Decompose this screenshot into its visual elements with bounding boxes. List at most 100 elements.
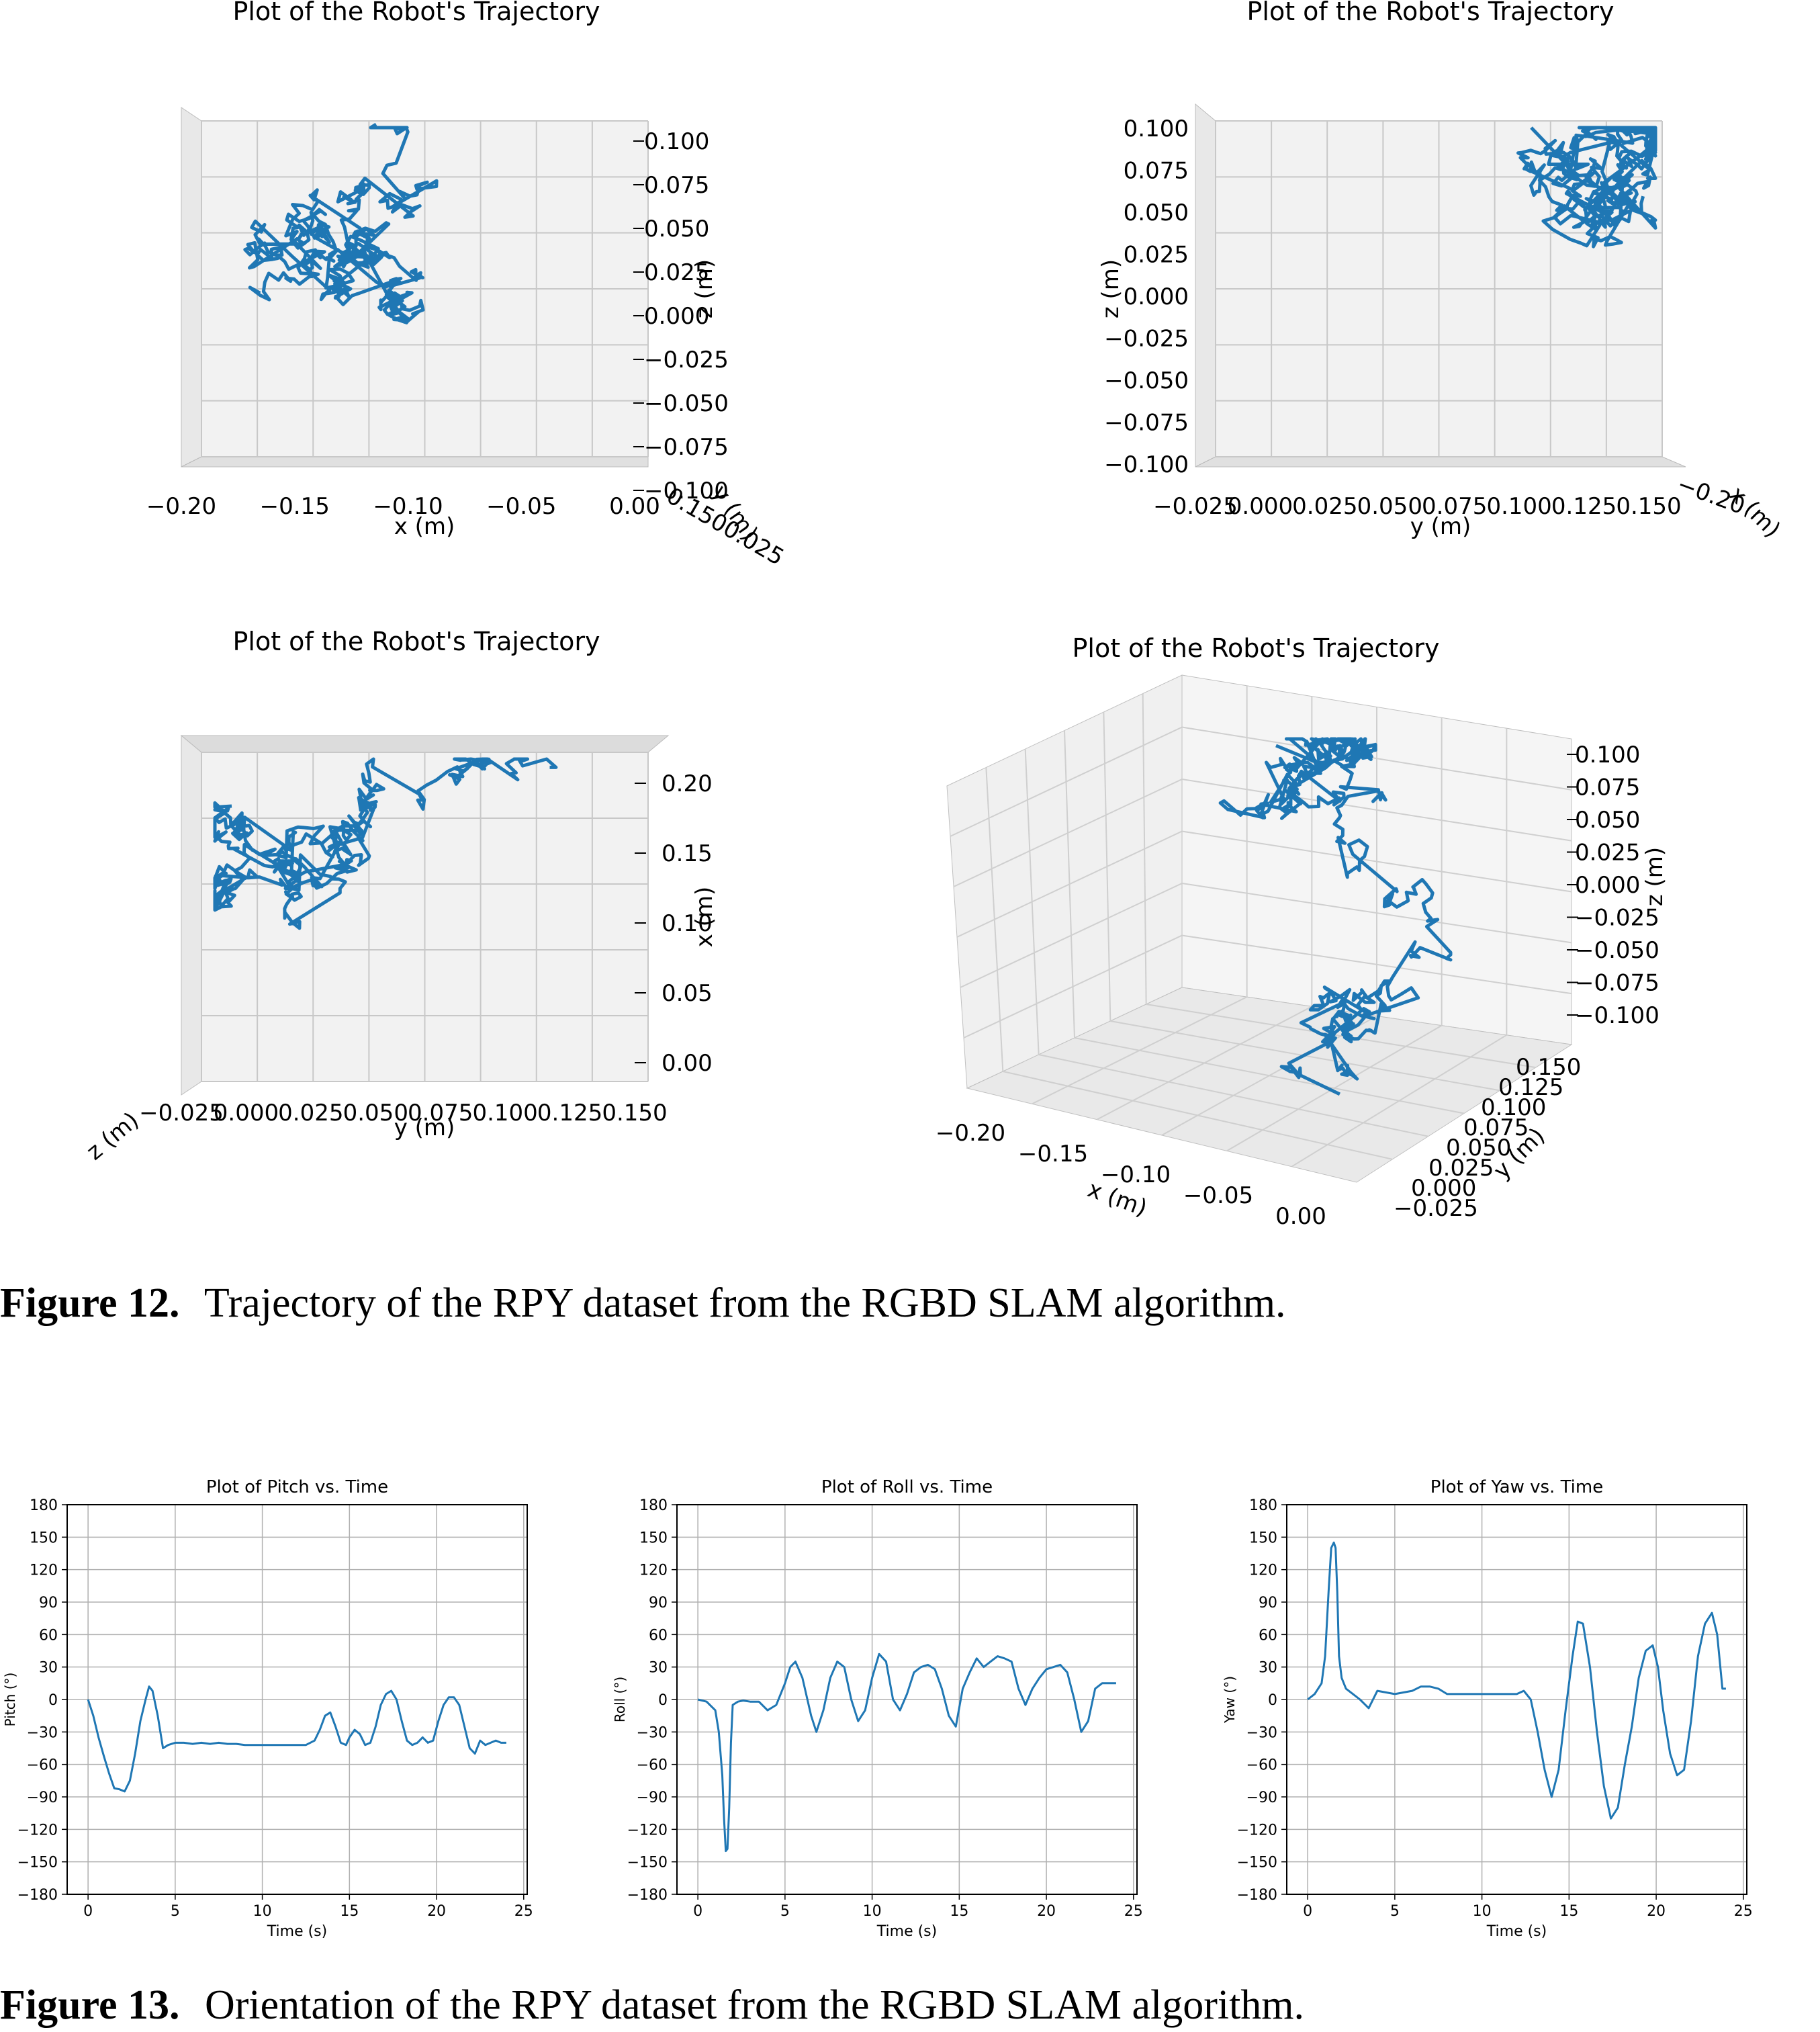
y-tick-label: 0.025 (1428, 1155, 1494, 1182)
y-axis-label: y (m) (1410, 513, 1471, 540)
y-tick-label: 0 (658, 1692, 668, 1709)
y-tick-label: −180 (17, 1887, 58, 1904)
side-pane (181, 734, 202, 1096)
panel-title: Plot of the Robot's Trajectory (1246, 0, 1614, 26)
z-tick-label: 0.050 (1575, 807, 1640, 834)
x-tick-label: 20 (427, 1903, 446, 1920)
top-pane (180, 735, 670, 753)
y-tick-label: 120 (1249, 1562, 1277, 1579)
x-tick-label: 0.075 (408, 1100, 473, 1127)
x-tick-label: 15 (950, 1903, 968, 1920)
z-tick-label: 0.075 (1124, 158, 1189, 185)
yaw-plot: Plot of Yaw vs. Time 0 5 10 15 20 25 180 150 120 9… (1222, 1477, 1753, 1940)
x-tick-label: 20 (1647, 1903, 1666, 1920)
side-pane (1195, 103, 1216, 468)
gridlines (950, 685, 1572, 1167)
x-tick-label: −0.15 (1018, 1141, 1088, 1167)
y-tick-label: 90 (1259, 1595, 1277, 1611)
x-tick-label: 0.000 (214, 1100, 279, 1127)
x-tick-label: 0.050 (1357, 493, 1422, 520)
trajectory-line (213, 757, 558, 930)
series-line (87, 1685, 506, 1793)
x-tick-label: 25 (1124, 1903, 1143, 1920)
x-tick-label: 0.075 (1422, 493, 1487, 520)
x-tick-label: 5 (171, 1903, 180, 1920)
y-tick-label: −30 (1246, 1724, 1277, 1741)
figure-12-text: Trajectory of the RPY dataset from the R… (204, 1280, 1286, 1326)
x-tick-label: −0.20 (146, 493, 216, 520)
z-tick-label: −0.050 (1575, 937, 1659, 964)
y-tick-label: 120 (30, 1562, 58, 1579)
y-tick-label: 30 (39, 1660, 58, 1677)
x-tick-label: 0.15 (662, 840, 713, 867)
y-axis-label: Yaw (°) (1222, 1676, 1238, 1724)
z-tick-label: 0.100 (1124, 116, 1189, 142)
y-tick-label: −30 (637, 1724, 668, 1741)
x-tick-label: 0.00 (1275, 1203, 1326, 1230)
y-tick-label: 180 (1249, 1497, 1277, 1514)
x-tick-label: 15 (340, 1903, 359, 1920)
plot-title: Plot of Roll vs. Time (821, 1477, 993, 1497)
y-tick-label: 60 (649, 1627, 668, 1644)
x-tick-label: −0.05 (1183, 1182, 1253, 1209)
y-tick-label: −0.100 (644, 478, 729, 504)
x-tick-label: −0.10 (373, 493, 443, 520)
z-tick-labels: 0.100 0.075 0.050 0.025 0.000 −0.025 −0.050 −0.… (1567, 742, 1659, 1029)
series-line (697, 1652, 1116, 1853)
x-tick-label: 15 (1559, 1903, 1578, 1920)
x-tick-label: 0.100 (1486, 493, 1551, 520)
x-tick-label: 0.20 (662, 770, 713, 797)
z-tick-label: −0.100 (1575, 1002, 1659, 1029)
y-tick-label: 0 (1268, 1692, 1277, 1709)
x-tick-label: 0.100 (472, 1100, 537, 1127)
side-pane (181, 107, 202, 468)
y-tick-label: −60 (1246, 1757, 1277, 1774)
y-tick-label: 120 (639, 1562, 668, 1579)
z-tick-label: −0.025 (1104, 326, 1189, 353)
figure-13-label: Figure 13. (0, 1982, 180, 2028)
x-tick-label: 20 (1037, 1903, 1056, 1920)
y-tick-label: 0.000 (1411, 1175, 1476, 1202)
y-tick-label: 0.125 (1498, 1074, 1563, 1101)
z-tick-label: 0.000 (1575, 872, 1640, 899)
x-axis-label: x (m) (691, 887, 718, 948)
floor-pane (1195, 456, 1686, 468)
x-tick-label: 25 (1734, 1903, 1753, 1920)
series-line (1307, 1541, 1726, 1820)
panel-title: Plot of the Robot's Trajectory (232, 627, 600, 656)
x-axis-label: Time (s) (1486, 1923, 1547, 1940)
x-tick-label: −0.20 (936, 1120, 1005, 1147)
x-tick-label: 10 (863, 1903, 882, 1920)
z-tick-label: −0.100 (1104, 451, 1189, 478)
z-tick-label: 0.075 (1575, 775, 1640, 801)
x-axis-label: Time (s) (267, 1923, 327, 1940)
y-tick-label: 0.075 (1463, 1114, 1529, 1141)
z-axis-label: z (m) (691, 259, 718, 318)
y-tick-label: 0.100 (644, 128, 709, 155)
z-tick-label: −0.025 (1575, 905, 1659, 932)
z-tick-label: 0.025 (1575, 840, 1640, 867)
y-tick-label: −0.025 (644, 347, 729, 373)
y-tick-label: −90 (1246, 1790, 1277, 1806)
plot-title: Plot of Yaw vs. Time (1430, 1477, 1603, 1497)
panel-title: Plot of the Robot's Trajectory (232, 0, 600, 26)
y-tick-label: −90 (27, 1790, 58, 1806)
z-tick-label: −0.075 (1575, 970, 1659, 997)
x-axis-label: x (m) (394, 513, 455, 540)
z-axis-label: z (m) (1097, 259, 1124, 318)
y-tick-label: −30 (27, 1724, 58, 1741)
y-tick-labels: −0.0250.0000.0250.0500.0750.1000.1250.15… (1394, 1054, 1581, 1222)
x-tick-label: 10 (1473, 1903, 1492, 1920)
x-tick-label: 0 (693, 1903, 702, 1920)
y-tick-label: 90 (649, 1595, 668, 1611)
z-axis-label: z (m) (1641, 847, 1668, 906)
y-tick-label: 0.025 (644, 259, 709, 286)
x-tick-label: 0.150 (602, 1100, 667, 1127)
trajectory-line (243, 122, 439, 324)
x-tick-label: 0 (83, 1903, 93, 1920)
y-tick-label: −150 (17, 1855, 58, 1871)
y-tick-label: 0.075 (644, 172, 709, 199)
x-tick-label: −0.025 (1153, 493, 1238, 520)
